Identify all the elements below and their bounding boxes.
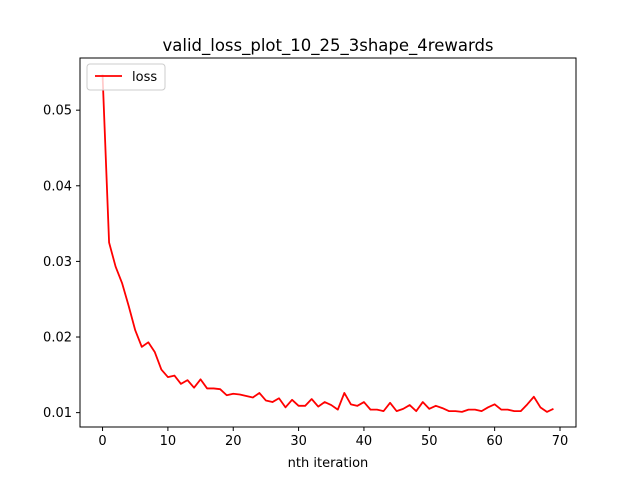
y-tick-label: 0.05 (43, 104, 72, 119)
x-tick-label: 70 (552, 434, 569, 449)
chart-title: valid_loss_plot_10_25_3shape_4rewards (162, 36, 493, 56)
y-tick-label: 0.04 (43, 179, 72, 194)
legend-label: loss (132, 70, 157, 85)
x-tick-label: 10 (160, 434, 177, 449)
x-tick-label: 50 (421, 434, 438, 449)
y-tick-label: 0.01 (43, 406, 72, 421)
x-tick-label: 30 (290, 434, 307, 449)
y-axis-ticks: 0.01 0.02 0.03 0.04 0.05 (43, 104, 80, 421)
y-tick-label: 0.02 (43, 331, 72, 346)
plot-marks (101, 74, 554, 413)
x-tick-label: 0 (98, 434, 106, 449)
x-tick-label: 40 (356, 434, 373, 449)
x-tick-label: 20 (225, 434, 242, 449)
x-tick-label: 60 (486, 434, 503, 449)
legend: loss (86, 63, 166, 91)
plot-frame (79, 57, 577, 428)
series-line-loss (101, 74, 554, 413)
x-axis-ticks: 0 10 20 30 40 50 60 70 (98, 427, 568, 449)
x-axis-label: nth iteration (288, 456, 369, 471)
y-tick-label: 0.03 (43, 255, 72, 270)
legend-box (86, 63, 166, 91)
